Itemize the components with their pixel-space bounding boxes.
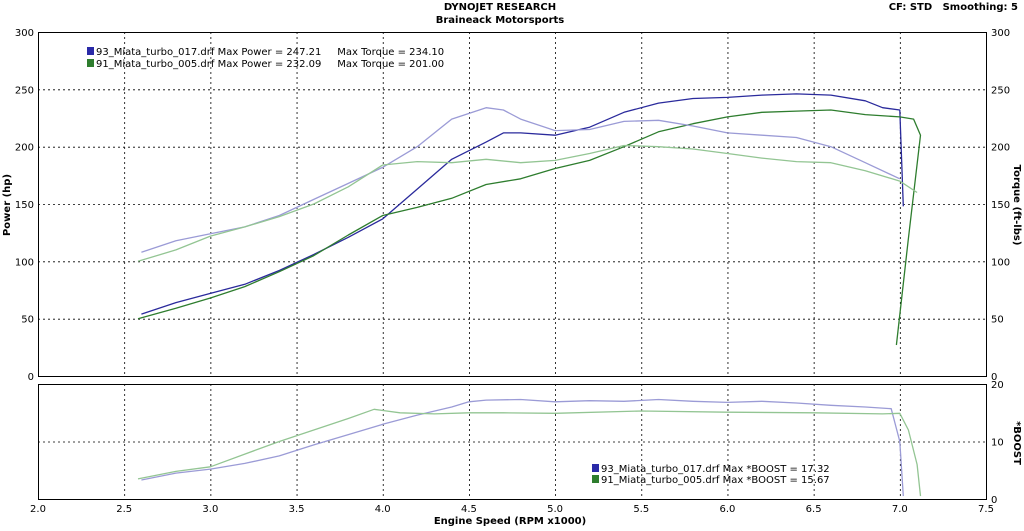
chart-subtitle: Braineack Motorsports xyxy=(436,15,565,26)
x-tick-label: 7.5 xyxy=(978,504,994,515)
power-tick-label: 100 xyxy=(15,257,34,268)
boost-tick-label: 0 xyxy=(991,495,997,506)
torque-tick-label: 200 xyxy=(991,143,1010,154)
boost-legend-entry-93: 93_Miata_turbo_017.drf Max *BOOST = 17.3… xyxy=(601,464,830,475)
torque-tick-label: 150 xyxy=(991,200,1010,211)
boost-series-91 xyxy=(137,408,922,497)
power-tick-labels: 0 50 100 150 200 250 300 xyxy=(15,28,34,383)
boost-legend-swatch-93 xyxy=(592,464,599,472)
power-tick-label: 150 xyxy=(15,200,34,211)
boost-axis-label: *BOOST xyxy=(1011,421,1022,465)
power-torque-series xyxy=(137,93,922,346)
power-tick-label: 200 xyxy=(15,143,34,154)
x-tick-label: 3.0 xyxy=(202,504,218,515)
boost-tick-label: 10 xyxy=(991,438,1004,449)
torque-tick-labels: 0 50 100 150 200 250 300 xyxy=(991,28,1010,383)
main-series-91-power xyxy=(137,109,922,346)
main-grid xyxy=(38,32,986,376)
main-series-93-torque xyxy=(141,107,901,253)
boost-legend-entry-91: 91_Miata_turbo_005.drf Max *BOOST = 15.6… xyxy=(601,475,830,486)
main-series-93-power xyxy=(141,93,904,315)
x-tick-label: 6.5 xyxy=(806,504,822,515)
boost-legend-swatch-91 xyxy=(592,475,599,483)
torque-axis-label: Torque (ft-lbs) xyxy=(1011,165,1022,246)
x-tick-label: 5.5 xyxy=(633,504,649,515)
x-tick-label: 7.0 xyxy=(892,504,908,515)
x-tick-label: 3.5 xyxy=(289,504,305,515)
power-tick-label: 300 xyxy=(15,28,34,39)
x-tick-label: 4.5 xyxy=(461,504,477,515)
boost-series-93 xyxy=(141,398,904,497)
x-tick-label: 2.0 xyxy=(30,504,46,515)
main-legend: 93_Miata_turbo_017.drf Max Power = 247.2… xyxy=(87,47,444,70)
torque-tick-label: 100 xyxy=(991,257,1010,268)
boost-series xyxy=(137,398,922,497)
torque-tick-label: 0 xyxy=(991,372,997,383)
x-tick-label: 2.5 xyxy=(116,504,132,515)
torque-tick-label: 250 xyxy=(991,85,1010,96)
legend-entry-93: 93_Miata_turbo_017.drf Max Power = 247.2… xyxy=(96,47,444,58)
main-series-91-torque xyxy=(137,144,918,262)
x-tick-labels: 2.0 2.5 3.0 3.5 4.0 4.5 5.0 5.5 6.0 6.5 7.0 7.5 xyxy=(30,504,994,515)
boost-legend: 93_Miata_turbo_017.drf Max *BOOST = 17.3… xyxy=(592,464,830,486)
power-tick-label: 50 xyxy=(21,315,34,326)
torque-tick-label: 50 xyxy=(991,315,1004,326)
torque-tick-label: 300 xyxy=(991,28,1010,39)
power-axis-label: Power (hp) xyxy=(2,174,13,236)
x-axis-label: Engine Speed (RPM x1000) xyxy=(434,516,586,527)
legend-swatch-93 xyxy=(87,47,94,55)
settings-info: CF: STD Smoothing: 5 xyxy=(889,2,1018,13)
boost-grid xyxy=(38,384,986,499)
chart-title: DYNOJET RESEARCH xyxy=(444,2,556,13)
x-tick-label: 6.0 xyxy=(720,504,736,515)
power-tick-label: 0 xyxy=(28,372,34,383)
power-tick-label: 250 xyxy=(15,85,34,96)
x-tick-label: 5.0 xyxy=(547,504,563,515)
boost-tick-labels: 0 10 20 xyxy=(991,380,1004,506)
x-tick-label: 4.0 xyxy=(375,504,391,515)
legend-swatch-91 xyxy=(87,59,94,67)
legend-entry-91: 91_Miata_turbo_005.drf Max Power = 232.0… xyxy=(96,59,444,70)
boost-tick-label: 20 xyxy=(991,380,1004,391)
